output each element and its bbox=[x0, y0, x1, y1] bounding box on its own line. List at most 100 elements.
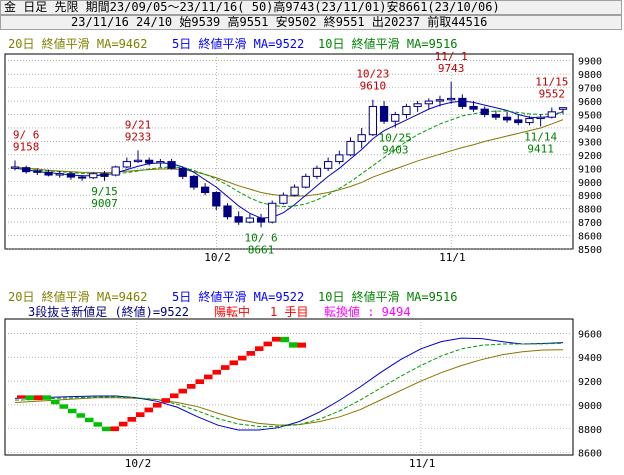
candle-body bbox=[167, 161, 176, 169]
legend-ma10-renko: 10日 終値平滑 MA=9516 bbox=[318, 289, 457, 304]
high-price-label: 9233 bbox=[125, 130, 152, 143]
high-price-label: 9610 bbox=[360, 80, 387, 93]
candle-body bbox=[379, 105, 389, 122]
renko-ma-line-10 bbox=[14, 342, 564, 427]
candle-body bbox=[178, 167, 187, 177]
high-date-label: 9/ 6 bbox=[13, 129, 40, 142]
renko-y-tick-label: 8800 bbox=[578, 425, 602, 436]
low-price-label: 9007 bbox=[91, 197, 118, 210]
renko-up-brick bbox=[170, 393, 179, 399]
renko-up-brick bbox=[195, 379, 204, 385]
high-date-label: 11/ 1 bbox=[435, 50, 468, 63]
candle-body bbox=[156, 161, 165, 164]
low-date-label: 10/25 bbox=[379, 132, 412, 145]
high-date-label: 10/23 bbox=[356, 68, 389, 81]
renko-up-brick bbox=[17, 395, 26, 399]
candle-body bbox=[223, 205, 232, 218]
candle-body bbox=[312, 167, 322, 177]
renko-y-tick-label: 9400 bbox=[578, 353, 602, 364]
renko-down-brick bbox=[289, 342, 298, 348]
renko-x-tick-label: 11/1 bbox=[409, 457, 436, 470]
candle-body bbox=[212, 192, 221, 207]
candle-body bbox=[44, 171, 53, 176]
renko-down-brick bbox=[42, 395, 51, 400]
candle-body bbox=[502, 116, 512, 121]
renko-x-tick-label: 10/2 bbox=[125, 457, 151, 470]
candle-body bbox=[268, 202, 277, 223]
renko-up-brick bbox=[204, 374, 213, 380]
renko-up-brick bbox=[212, 369, 221, 375]
legend-ma20: 20日 終値平滑 MA=9462 bbox=[8, 36, 147, 51]
candle-body bbox=[402, 105, 411, 116]
candle-body bbox=[256, 217, 266, 223]
high-date-label: 9/21 bbox=[125, 118, 152, 131]
renko-down-brick bbox=[85, 417, 94, 423]
chart-header-summary: 金 日足 先限 期間23/09/05～23/11/16( 50)高9743(23… bbox=[0, 0, 622, 15]
price-y-tick-label: 9800 bbox=[578, 70, 602, 81]
ma-line-20 bbox=[14, 119, 564, 197]
renko-panel: 8600 8800 9000 9200 9400 9600 10/2 11/1 bbox=[4, 318, 602, 470]
renko-up-brick bbox=[127, 417, 136, 422]
legend-ma20-renko: 20日 終値平滑 MA=9462 bbox=[8, 289, 147, 304]
renko-down-brick bbox=[59, 404, 68, 409]
candle-body bbox=[145, 159, 154, 164]
renko-ma-line-5 bbox=[14, 337, 564, 431]
candle-body bbox=[491, 114, 501, 118]
candle-body bbox=[33, 170, 42, 173]
candle-body bbox=[335, 154, 344, 163]
price-y-tick-label: 8500 bbox=[578, 245, 602, 256]
legend-ma10: 10日 終値平滑 MA=9516 bbox=[318, 36, 457, 51]
low-date-label: 11/14 bbox=[524, 130, 557, 143]
price-y-tick-label: 8800 bbox=[578, 205, 602, 216]
low-date-label: 10/ 6 bbox=[244, 231, 277, 244]
candle-body bbox=[55, 173, 64, 176]
renko-y-tick-label: 9200 bbox=[578, 377, 602, 388]
legend-ma5: 5日 終値平滑 MA=9522 bbox=[172, 36, 304, 51]
candle-body bbox=[279, 194, 288, 204]
candle-body bbox=[368, 105, 378, 136]
chart-header-latest-bar: 23/11/16 24/10 始9539 高9551 安9502 終9551 出… bbox=[0, 15, 622, 30]
renko-up-brick bbox=[178, 388, 187, 394]
high-date-label: 11/15 bbox=[535, 76, 568, 89]
candle-body bbox=[100, 173, 109, 177]
candle-body bbox=[469, 105, 478, 110]
renko-down-brick bbox=[76, 413, 85, 418]
high-price-label: 9743 bbox=[438, 62, 465, 75]
price-y-tick-label: 8900 bbox=[578, 191, 602, 202]
candle-body bbox=[77, 176, 87, 179]
candle-body bbox=[301, 175, 310, 188]
candle-body bbox=[458, 97, 467, 107]
candle-body bbox=[22, 167, 31, 173]
candle-body bbox=[536, 116, 545, 120]
low-price-label: 9411 bbox=[527, 142, 554, 155]
renko-up-brick bbox=[119, 421, 128, 427]
price-y-tick-label: 9200 bbox=[578, 151, 602, 162]
renko-up-brick bbox=[229, 360, 238, 366]
price-y-tick-label: 9000 bbox=[578, 178, 602, 189]
candle-body bbox=[200, 186, 210, 194]
candle-body bbox=[558, 107, 568, 110]
renko-up-brick bbox=[187, 384, 196, 389]
renko-down-brick bbox=[51, 399, 60, 405]
candle-body bbox=[234, 216, 243, 223]
renko-down-brick bbox=[93, 422, 102, 427]
renko-up-brick bbox=[110, 426, 119, 432]
renko-up-brick bbox=[153, 402, 162, 408]
candle-body bbox=[189, 175, 199, 188]
renko-state: 陽転中 bbox=[214, 304, 250, 319]
candle-body bbox=[346, 140, 355, 156]
legend-ma5-renko: 5日 終値平滑 MA=9522 bbox=[172, 289, 304, 304]
low-date-label: 9/15 bbox=[91, 185, 118, 198]
renko-up-brick bbox=[34, 395, 43, 401]
price-y-tick-label: 9100 bbox=[578, 164, 602, 175]
renko-up-brick bbox=[144, 407, 153, 413]
renko-step-count: 1 手目 bbox=[270, 305, 308, 319]
candle-body bbox=[89, 173, 98, 179]
candle-body bbox=[413, 103, 422, 107]
renko-down-brick bbox=[25, 395, 34, 401]
low-price-label: 9403 bbox=[382, 144, 409, 157]
price-y-tick-label: 9500 bbox=[578, 111, 602, 122]
renko-close-value: 3段抜き新値足 (終値)=9522 bbox=[28, 304, 189, 319]
candle-body bbox=[245, 217, 254, 223]
